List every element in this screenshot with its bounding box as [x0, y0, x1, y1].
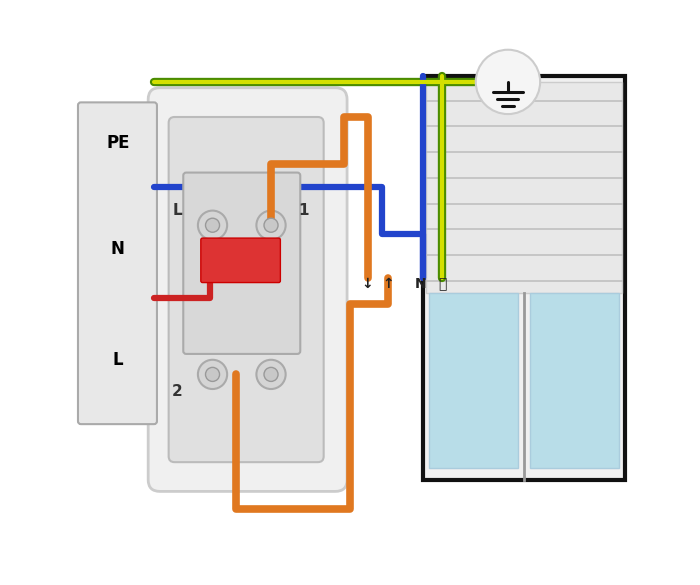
Text: ↑: ↑: [382, 277, 394, 291]
FancyBboxPatch shape: [169, 117, 323, 462]
FancyBboxPatch shape: [148, 88, 347, 491]
Circle shape: [476, 50, 540, 114]
Circle shape: [256, 360, 286, 389]
FancyBboxPatch shape: [423, 76, 625, 480]
FancyBboxPatch shape: [429, 292, 518, 468]
Text: N: N: [414, 277, 426, 291]
Circle shape: [264, 218, 278, 232]
Circle shape: [198, 211, 227, 240]
Text: L: L: [113, 351, 123, 369]
Text: ↓: ↓: [362, 277, 373, 291]
Circle shape: [206, 218, 220, 232]
Text: 2: 2: [172, 384, 183, 400]
FancyBboxPatch shape: [78, 102, 157, 424]
Text: PE: PE: [106, 135, 130, 152]
Text: N: N: [111, 240, 125, 257]
Circle shape: [206, 367, 220, 381]
Circle shape: [198, 360, 227, 389]
FancyBboxPatch shape: [426, 82, 622, 292]
Circle shape: [264, 367, 278, 381]
FancyBboxPatch shape: [201, 238, 281, 283]
Text: ⏚: ⏚: [438, 277, 447, 291]
Text: 1: 1: [298, 203, 309, 218]
Text: L: L: [173, 203, 182, 218]
Circle shape: [256, 211, 286, 240]
FancyBboxPatch shape: [183, 173, 300, 354]
FancyBboxPatch shape: [530, 292, 619, 468]
